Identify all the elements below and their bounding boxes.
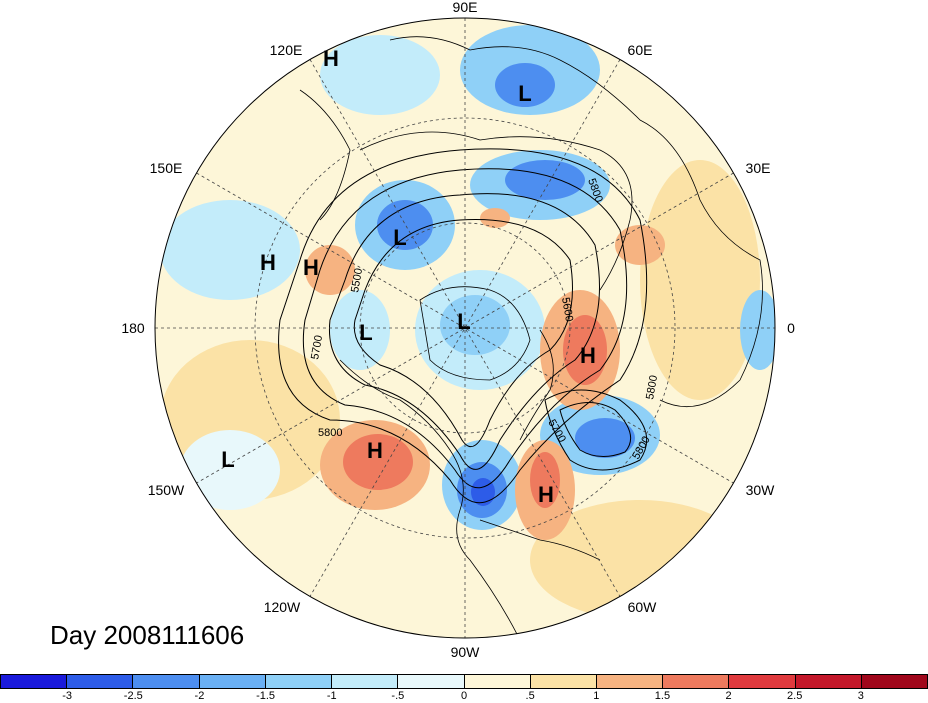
colorbar-swatch	[596, 675, 664, 688]
longitude-labels: 90E 60E 30E 0 30W 60W 90W 120W 150W 180 …	[121, 0, 795, 660]
graticule	[155, 18, 775, 638]
lon-label-30e: 30E	[746, 160, 771, 176]
high-marker: H	[538, 482, 554, 507]
lon-label-60e: 60E	[628, 42, 653, 58]
low-marker: L	[359, 320, 372, 345]
colorbar-swatch	[1, 675, 68, 688]
colorbar-swatch	[663, 675, 730, 688]
lon-label-30w: 30W	[746, 482, 776, 498]
contour-label: 5600	[559, 296, 575, 322]
anomaly-field	[155, 18, 775, 638]
colorbar-tick-label: -.5	[391, 690, 405, 702]
colorbar-swatch	[133, 675, 200, 688]
colorbar-swatch	[795, 675, 862, 688]
colorbar-tick-label: 1.5	[654, 690, 671, 702]
colorbar-tick-label: -2	[194, 690, 205, 702]
high-marker: H	[303, 255, 319, 280]
low-marker: L	[393, 225, 406, 250]
colorbar-tick-label: 2	[725, 690, 732, 702]
colorbar-tick-label: -2.5	[123, 690, 143, 702]
colorbar-tick-label: 0	[460, 690, 468, 702]
low-marker: L	[221, 447, 234, 472]
lon-label-90w: 90W	[451, 644, 481, 660]
colorbar-tick-label: 2.5	[787, 690, 803, 702]
low-marker: L	[518, 81, 531, 106]
high-marker: H	[580, 343, 596, 368]
colorbar-swatch	[265, 675, 333, 688]
high-marker: H	[260, 250, 276, 275]
colorbar: -3 -2.5 -2 -1.5 -1 -.5 0 .5 1 1.5 2 2.5 3	[0, 674, 928, 702]
contour-label: 5800	[318, 427, 342, 439]
colorbar-tick-label: -1.5	[256, 690, 276, 702]
colorbar-tick-label: .5	[525, 690, 535, 702]
low-marker: L	[457, 309, 470, 334]
pressure-centers: H H H H H H L L L L L	[221, 46, 596, 507]
height-contours	[278, 148, 648, 504]
lon-label-120w: 120W	[264, 599, 301, 615]
colorbar-swatch	[464, 675, 531, 688]
contour-label: 5800	[644, 374, 660, 400]
colorbar-ticks: -3 -2.5 -2 -1.5 -1 -.5 0 .5 1 1.5 2 2.5 3	[0, 689, 928, 703]
colorbar-boxes	[0, 674, 928, 689]
colorbar-swatch	[67, 675, 134, 688]
lon-label-60w: 60W	[628, 599, 658, 615]
colorbar-tick-label: 3	[857, 690, 864, 702]
map-border	[154, 17, 776, 639]
colorbar-swatch	[332, 675, 399, 688]
lon-label-180: 180	[121, 320, 145, 336]
lon-label-150e: 150E	[150, 160, 183, 176]
contour-label: 5500	[349, 267, 365, 293]
lon-label-90e: 90E	[453, 0, 478, 15]
colorbar-swatch	[530, 675, 597, 688]
colorbar-tick-label: 1	[593, 690, 600, 702]
colorbar-tick-label: -1	[326, 690, 337, 702]
colorbar-tick-label: -3	[62, 690, 73, 702]
colorbar-swatch	[398, 675, 465, 688]
high-marker: H	[367, 438, 383, 463]
colorbar-swatch	[861, 675, 928, 688]
lon-label-120e: 120E	[270, 42, 303, 58]
day-title: Day 2008111606	[50, 620, 245, 650]
lon-label-150w: 150W	[148, 482, 185, 498]
colorbar-swatch	[729, 675, 796, 688]
colorbar-swatch	[199, 675, 266, 688]
contour-label: 5700	[309, 334, 325, 360]
high-marker: H	[323, 46, 339, 71]
lon-label-0: 0	[787, 320, 795, 336]
polar-map: 90E 60E 30E 0 30W 60W 90W 120W 150W 180 …	[121, 0, 795, 660]
